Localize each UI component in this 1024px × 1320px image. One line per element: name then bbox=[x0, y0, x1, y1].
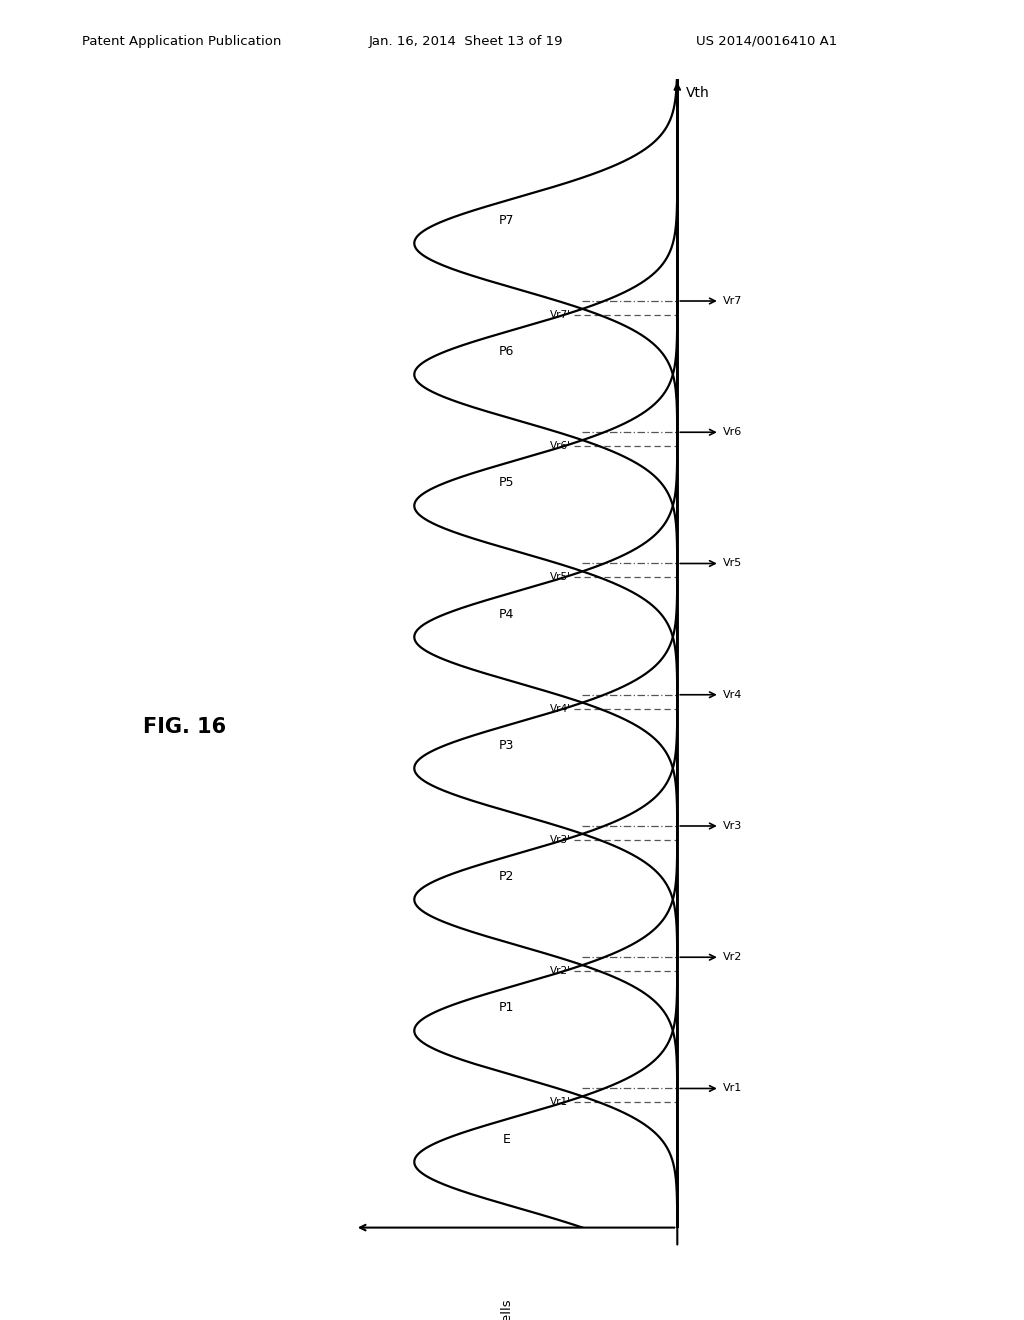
Text: Jan. 16, 2014  Sheet 13 of 19: Jan. 16, 2014 Sheet 13 of 19 bbox=[369, 34, 563, 48]
Text: Vr3': Vr3' bbox=[550, 834, 570, 845]
Text: E: E bbox=[503, 1133, 510, 1146]
Text: P3: P3 bbox=[499, 739, 514, 752]
Text: P4: P4 bbox=[499, 607, 514, 620]
Text: Vr6: Vr6 bbox=[723, 428, 742, 437]
Text: FIG. 16: FIG. 16 bbox=[143, 717, 226, 737]
Text: P5: P5 bbox=[499, 477, 514, 490]
Text: Vr6': Vr6' bbox=[550, 441, 570, 451]
Text: Vth: Vth bbox=[686, 86, 710, 100]
Text: Vr5': Vr5' bbox=[550, 573, 570, 582]
Text: Vr5: Vr5 bbox=[723, 558, 742, 569]
Text: Vr4: Vr4 bbox=[723, 690, 742, 700]
Text: Vr4': Vr4' bbox=[550, 704, 570, 714]
Text: Vr1': Vr1' bbox=[550, 1097, 570, 1107]
Text: Vr7: Vr7 bbox=[723, 296, 742, 306]
Text: P7: P7 bbox=[499, 214, 514, 227]
Text: Patent Application Publication: Patent Application Publication bbox=[82, 34, 282, 48]
Text: Vr7': Vr7' bbox=[550, 310, 570, 319]
Text: P6: P6 bbox=[499, 345, 514, 358]
Text: Vr1: Vr1 bbox=[723, 1084, 742, 1093]
Text: Vr2: Vr2 bbox=[723, 952, 742, 962]
Text: US 2014/0016410 A1: US 2014/0016410 A1 bbox=[696, 34, 838, 48]
Text: Vr3: Vr3 bbox=[723, 821, 742, 832]
Text: P2: P2 bbox=[499, 870, 514, 883]
Text: P1: P1 bbox=[499, 1002, 514, 1014]
Text: Number of Cells: Number of Cells bbox=[501, 1300, 514, 1320]
Text: Vr2': Vr2' bbox=[550, 966, 570, 975]
